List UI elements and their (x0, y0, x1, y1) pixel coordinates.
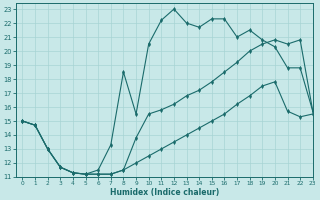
X-axis label: Humidex (Indice chaleur): Humidex (Indice chaleur) (110, 188, 219, 197)
